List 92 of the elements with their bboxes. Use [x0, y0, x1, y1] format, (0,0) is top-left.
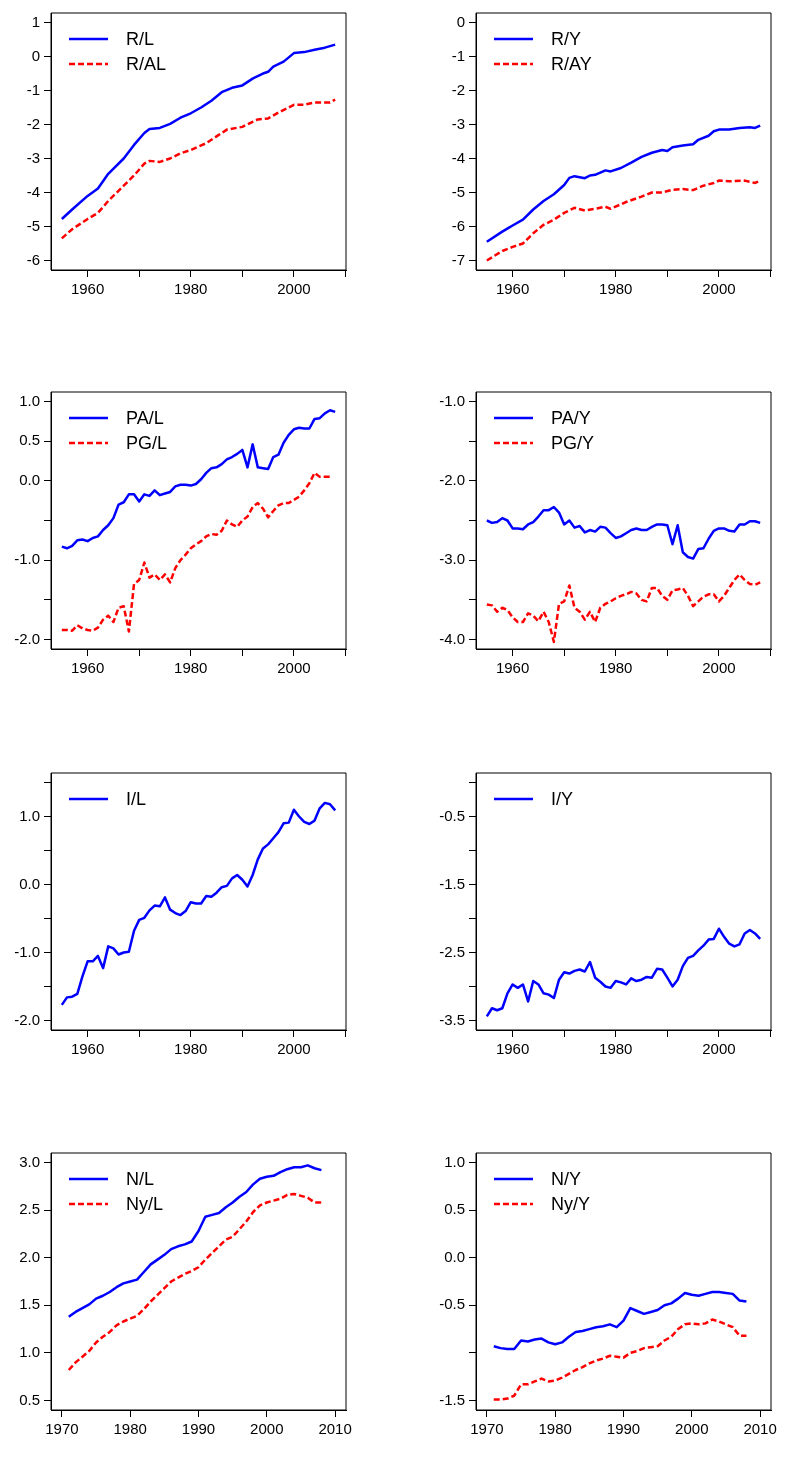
x-tick-label: 2000 — [702, 280, 736, 298]
y-tick-label: -3.0 — [439, 550, 465, 568]
x-tick-label: 2000 — [250, 1420, 284, 1438]
x-tick-label: 1970 — [470, 1420, 504, 1438]
y-tick-label: -5 — [26, 216, 40, 234]
x-tick-label: 2010 — [318, 1420, 352, 1438]
y-tick-label: 2.5 — [19, 1200, 40, 1218]
y-tick-label: 0.5 — [19, 1390, 40, 1408]
x-tick-label: 1980 — [174, 1040, 208, 1058]
y-tick-label: -1.5 — [439, 1390, 465, 1408]
y-tick-label: -4.0 — [439, 629, 465, 647]
y-tick-label: -1 — [451, 46, 465, 64]
x-tick-label: 1960 — [495, 280, 530, 298]
legend-label: PG/Y — [551, 432, 595, 453]
legend-label: PA/L — [126, 407, 164, 428]
x-tick-label: 2010 — [743, 1420, 777, 1438]
y-tick-label: 0 — [456, 12, 465, 30]
y-tick-label: 1.5 — [19, 1295, 40, 1313]
x-tick-label: 1980 — [599, 659, 633, 677]
y-tick-label: -2 — [451, 80, 465, 98]
y-tick-label: 0.5 — [444, 1200, 465, 1218]
y-tick-label: -3 — [26, 148, 40, 166]
legend-label: R/AL — [126, 53, 167, 74]
legend-label: N/Y — [551, 1168, 582, 1189]
x-tick-label: 2000 — [702, 659, 736, 677]
y-tick-label: 0.5 — [19, 431, 40, 449]
legend-label: PG/L — [126, 432, 168, 453]
y-tick-label: -1.0 — [439, 391, 465, 409]
legend-label: PA/Y — [551, 407, 591, 428]
x-tick-label: 2000 — [675, 1420, 709, 1438]
x-tick-label: 1960 — [70, 280, 105, 298]
line-series — [492, 1318, 748, 1401]
line-series — [67, 1192, 323, 1372]
y-tick-label: -5 — [451, 182, 465, 200]
x-tick-label: 1990 — [606, 1420, 641, 1438]
x-tick-label: 1980 — [174, 280, 208, 298]
legend-label: I/L — [126, 788, 147, 809]
y-tick-label: -0.5 — [439, 1295, 465, 1313]
legend-label: R/Y — [551, 28, 582, 49]
y-tick-label: -3 — [451, 114, 465, 132]
x-tick-label: 1960 — [70, 659, 105, 677]
line-series — [485, 179, 762, 262]
y-tick-label: 0.0 — [19, 470, 40, 488]
y-tick-label: 1 — [31, 12, 40, 30]
y-tick-label: 1.0 — [19, 391, 40, 409]
legend-label: Ny/Y — [551, 1193, 591, 1214]
y-tick-label: 1.0 — [444, 1152, 465, 1170]
x-tick-label: 2000 — [277, 1040, 311, 1058]
legend-label: R/L — [126, 28, 155, 49]
y-tick-label: -3.5 — [439, 1010, 465, 1028]
x-tick-label: 2000 — [277, 280, 311, 298]
line-series — [60, 98, 337, 240]
y-tick-label: -2.0 — [14, 629, 40, 647]
y-tick-label: -2.0 — [14, 1010, 40, 1028]
x-tick-label: 1980 — [599, 1040, 633, 1058]
y-tick-label: -0.5 — [439, 806, 465, 824]
y-tick-label: 1.0 — [19, 806, 40, 824]
x-tick-label: 1990 — [181, 1420, 216, 1438]
y-tick-label: -7 — [451, 250, 465, 268]
y-tick-label: -1.0 — [14, 942, 40, 960]
y-tick-label: -2.0 — [439, 470, 465, 488]
x-tick-label: 2000 — [702, 1040, 736, 1058]
x-tick-label: 1980 — [174, 659, 208, 677]
line-series — [485, 573, 762, 644]
legend-label: I/Y — [551, 788, 574, 809]
y-tick-label: -1.0 — [14, 550, 40, 568]
line-series — [60, 471, 332, 633]
x-tick-label: 1980 — [538, 1420, 572, 1438]
x-tick-label: 2000 — [277, 659, 311, 677]
legend-label: Ny/L — [126, 1193, 164, 1214]
x-tick-label: 1960 — [70, 1040, 105, 1058]
x-tick-label: 1980 — [599, 280, 633, 298]
y-tick-label: -4 — [26, 182, 40, 200]
legend-label: R/AY — [551, 53, 592, 74]
y-tick-label: -6 — [26, 250, 40, 268]
y-tick-label: -1 — [26, 80, 40, 98]
y-tick-label: 0.0 — [444, 1247, 465, 1265]
x-tick-label: 1960 — [495, 1040, 530, 1058]
y-tick-label: -2.5 — [439, 942, 465, 960]
y-tick-label: 2.0 — [19, 1247, 40, 1265]
legend-label: N/L — [126, 1168, 155, 1189]
x-tick-label: 1980 — [113, 1420, 147, 1438]
y-tick-label: 0 — [31, 46, 40, 64]
y-tick-label: 1.0 — [19, 1343, 40, 1361]
x-tick-label: 1970 — [45, 1420, 79, 1438]
y-tick-label: -1.5 — [439, 874, 465, 892]
y-tick-label: 3.0 — [19, 1152, 40, 1170]
y-tick-label: -4 — [451, 148, 465, 166]
y-tick-label: -6 — [451, 216, 465, 234]
x-tick-label: 1960 — [495, 659, 530, 677]
y-tick-label: 0.0 — [19, 874, 40, 892]
y-tick-label: -2 — [26, 114, 40, 132]
